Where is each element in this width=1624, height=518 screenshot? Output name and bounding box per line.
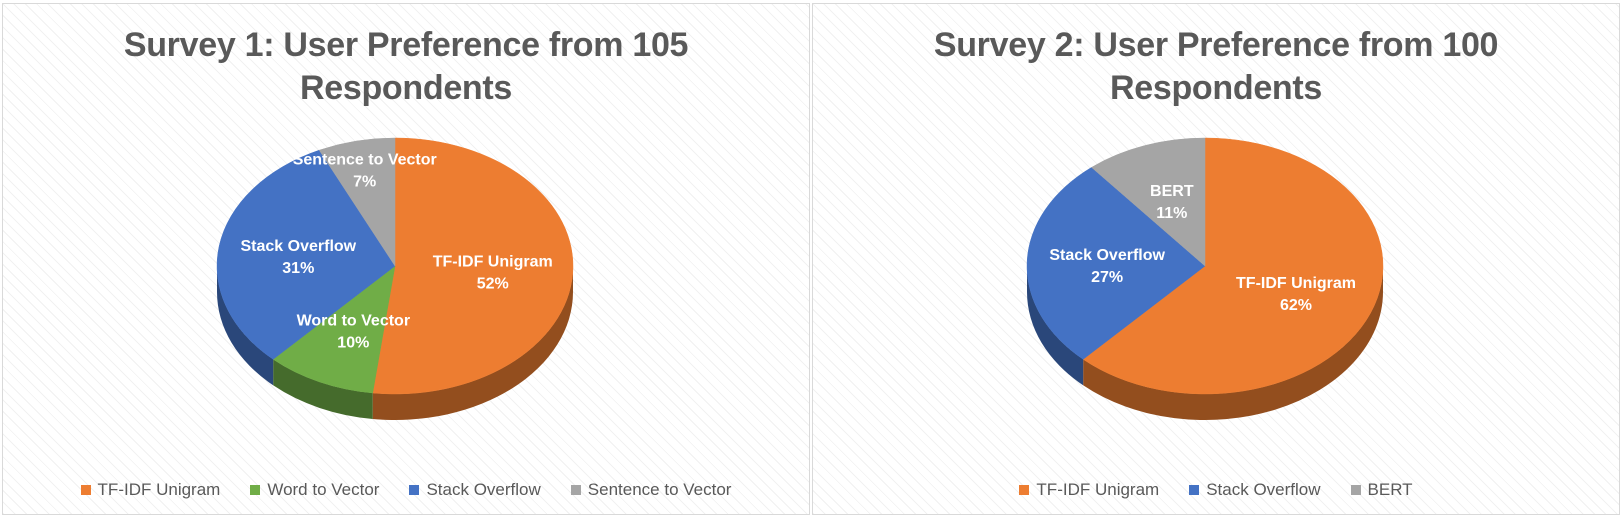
data-label-category: Word to Vector [297, 313, 411, 330]
legend-item-word-to-vector: Word to Vector [250, 480, 379, 500]
pie-slice-side-stack-overflow [1027, 266, 1084, 386]
legend-label: Stack Overflow [426, 480, 541, 499]
data-label-sentence-to-vector: Sentence to Vector 7% [293, 152, 437, 191]
legend-swatch [409, 485, 420, 495]
data-label-value: 11% [1156, 205, 1187, 222]
data-label-stack-overflow: Stack Overflow 27% [1049, 247, 1165, 286]
pie-slice-side-tf-idf-unigram [372, 266, 573, 420]
legend-swatch [570, 485, 581, 495]
chart-title: Survey 2: User Preference from 100 Respo… [933, 26, 1499, 107]
data-label-category: TF-IDF Unigram [1236, 275, 1356, 292]
data-label-value: 52% [477, 275, 509, 292]
legend-item-stack-overflow: Stack Overflow [409, 480, 541, 500]
data-label-word-to-vector: Word to Vector 10% [297, 313, 411, 352]
pie-slice-bert [1091, 137, 1206, 267]
data-label-bert: BERT 11% [1150, 183, 1194, 222]
data-label-value: 10% [337, 335, 369, 352]
pie-slice-tf-idf-unigram [372, 137, 574, 395]
legend-swatch [1189, 485, 1200, 495]
pie-slice-stack-overflow [1026, 167, 1206, 360]
pie-slice-sentence-to-vector [318, 137, 396, 267]
legend-item-tf-idf-unigram: TF-IDF Unigram [80, 480, 221, 500]
chart-title: Survey 1: User Preference from 105 Respo… [123, 26, 689, 107]
chart-legend: TF-IDF Unigram Stack Overflow BERT [813, 474, 1619, 506]
data-label-value: 31% [282, 260, 314, 277]
data-label-value: 27% [1091, 269, 1123, 286]
pie-slice-side-word-to-vector [273, 359, 373, 419]
pie-chart-survey-1: TF-IDF Unigram 52% Word to Vector 10% Stack … [216, 137, 574, 420]
data-label-category: Sentence to Vector [293, 152, 437, 169]
chart-legend: TF-IDF Unigram Word to Vector Stack Overfl… [3, 474, 809, 506]
legend-label: Stack Overflow [1206, 480, 1321, 499]
data-label-category: TF-IDF Unigram [433, 253, 553, 270]
data-label-value: 62% [1280, 297, 1312, 314]
data-label-category: Stack Overflow [1049, 247, 1165, 264]
legend-swatch [250, 485, 261, 495]
legend-label: Sentence to Vector [587, 480, 732, 499]
pie-slice-stack-overflow [216, 149, 396, 360]
chart-panel-survey-1: Survey 1: User Preference from 105 Respo… [2, 3, 810, 515]
data-label-value: 7% [353, 174, 376, 191]
chart-panel-survey-2: Survey 2: User Preference from 100 Respo… [812, 3, 1620, 515]
pie-slice-side-stack-overflow [217, 266, 274, 386]
pie-slice-side-tf-idf-unigram [1083, 266, 1383, 420]
legend-item-tf-idf-unigram: TF-IDF Unigram [1019, 480, 1159, 500]
pie-chart-survey-2: TF-IDF Unigram 62% Stack Overflow 27% BERT 11… [1026, 137, 1384, 420]
legend-item-sentence-to-vector: Sentence to Vector [570, 480, 732, 500]
data-label-category: Stack Overflow [241, 238, 357, 255]
data-label-stack-overflow: Stack Overflow 31% [241, 238, 357, 277]
legend-swatch [1350, 485, 1361, 495]
legend-swatch [80, 485, 91, 495]
legend-label: Word to Vector [267, 480, 380, 499]
data-label-tf-idf-unigram: TF-IDF Unigram 52% [433, 253, 553, 292]
legend-item-stack-overflow: Stack Overflow [1189, 480, 1321, 500]
legend-label: BERT [1367, 480, 1413, 499]
legend-label: TF-IDF Unigram [1036, 480, 1160, 499]
data-label-tf-idf-unigram: TF-IDF Unigram 62% [1236, 275, 1356, 314]
pie-slice-tf-idf-unigram [1082, 137, 1384, 395]
legend-item-bert: BERT [1350, 480, 1413, 500]
data-label-category: BERT [1150, 183, 1194, 200]
legend-swatch [1019, 485, 1030, 495]
legend-label: TF-IDF Unigram [97, 480, 221, 499]
pie-slice-word-to-vector [272, 265, 396, 394]
